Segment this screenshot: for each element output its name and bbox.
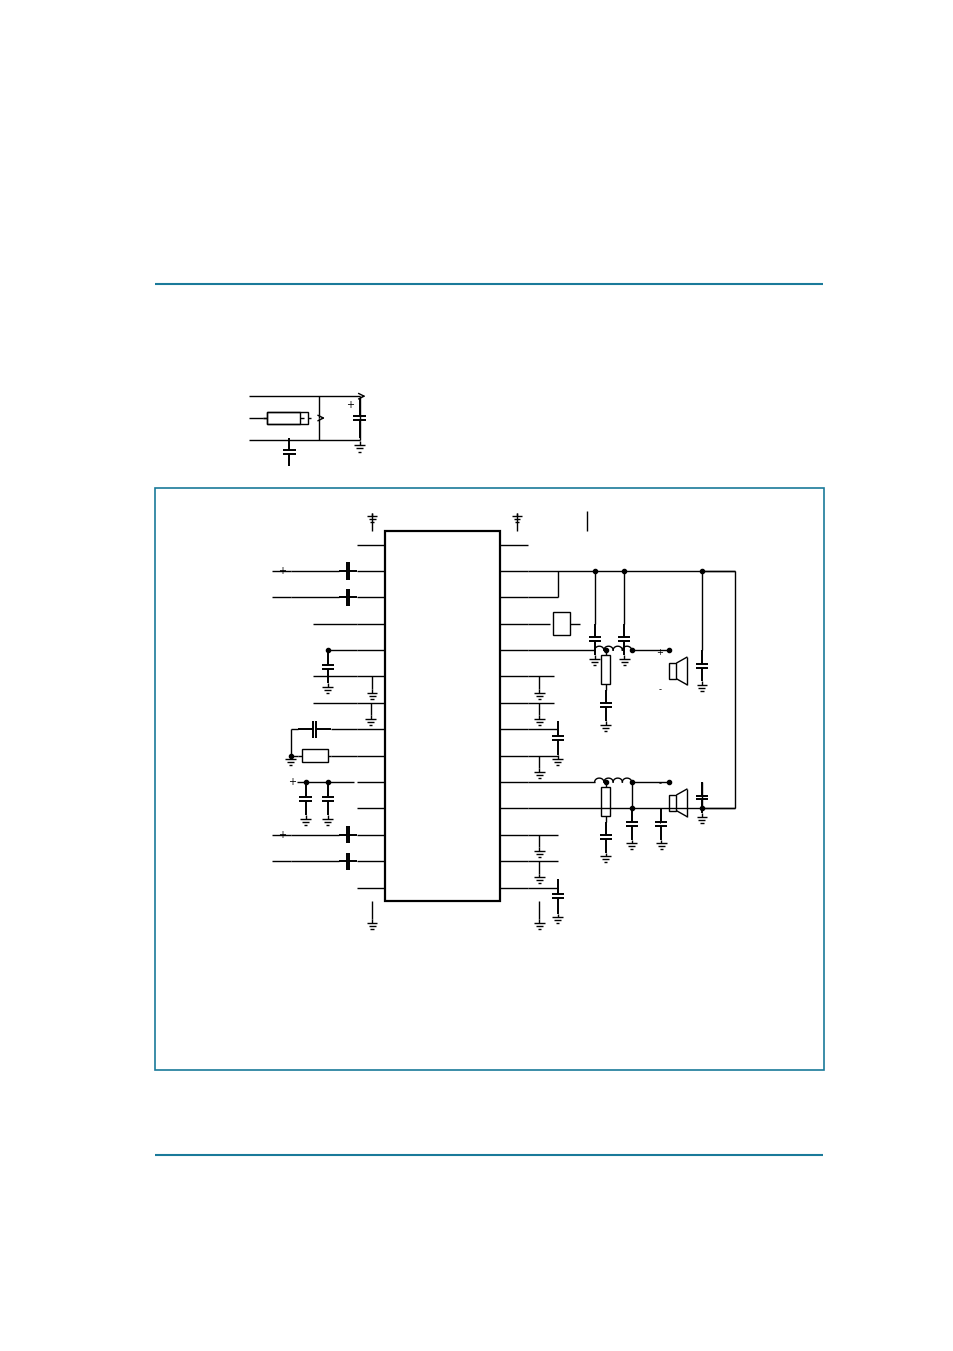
Bar <box>267 412 308 424</box>
Bar <box>267 412 300 424</box>
Text: -: - <box>280 592 283 603</box>
Bar <box>668 794 676 811</box>
Bar <box>385 531 499 901</box>
Text: +: + <box>288 777 296 788</box>
Text: -: - <box>658 685 660 694</box>
Text: -: - <box>658 780 660 789</box>
Bar <box>600 655 610 685</box>
Text: +: + <box>277 830 286 840</box>
Text: -: - <box>280 857 283 866</box>
Bar <box>668 663 676 678</box>
Text: +: + <box>656 647 662 657</box>
Bar <box>553 612 569 635</box>
Text: +: + <box>346 400 354 409</box>
Text: +: + <box>277 566 286 576</box>
Bar <box>301 750 328 762</box>
Bar <box>600 788 610 816</box>
Text: +: + <box>656 817 662 825</box>
Bar <box>154 488 823 1070</box>
